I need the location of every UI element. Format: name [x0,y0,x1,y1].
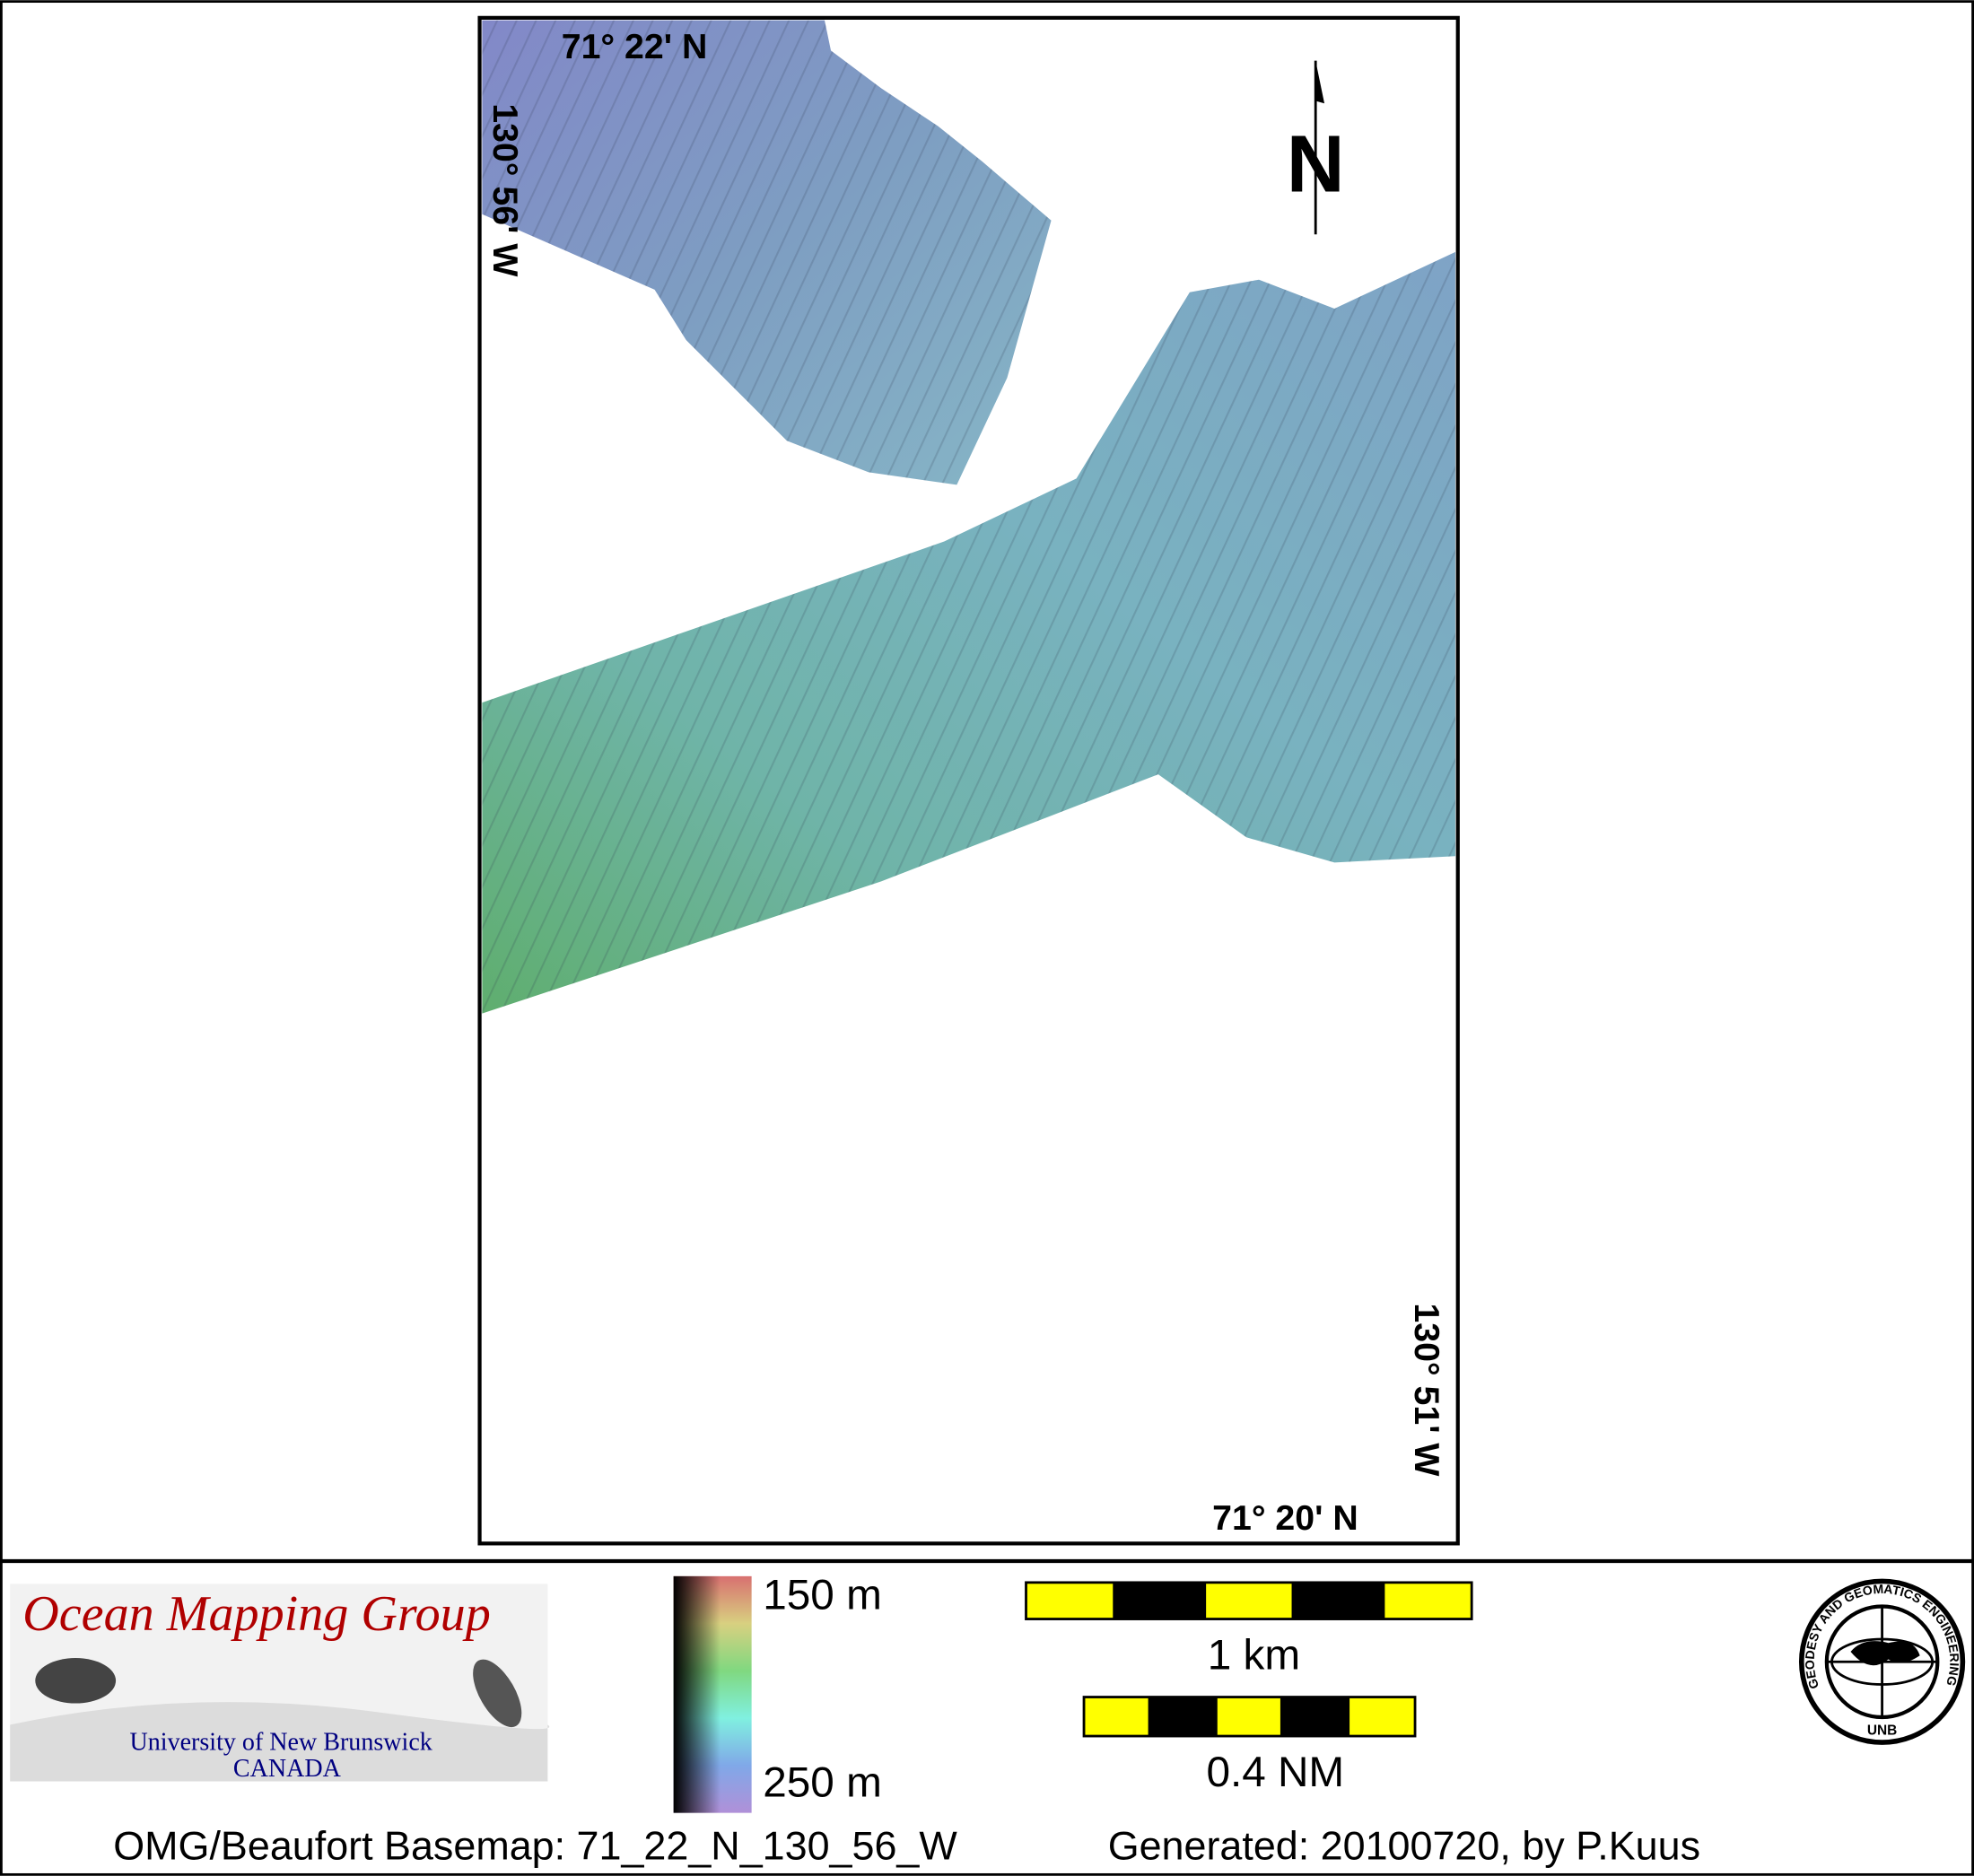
svg-text:1 km: 1 km [1208,1632,1300,1680]
footer-basemap: OMG/Beaufort Basemap: 71_22_N_130_56_W [113,1823,957,1869]
svg-text:0.4 NM: 0.4 NM [1206,1749,1344,1796]
svg-text:CANADA: CANADA [233,1755,342,1783]
label-top-latitude: 71° 22' N [562,27,708,66]
svg-text:N: N [1287,119,1345,209]
svg-text:Ocean Mapping Group: Ocean Mapping Group [22,1586,491,1642]
footer-generated: Generated: 20100720, by P.Kuus [1108,1823,1700,1869]
bathymetry-swath-upper-texture [482,20,1052,485]
map-frame[interactable]: 71° 22' N 130° 56' W 71° 20' N 130° 51' … [477,15,1460,1546]
ocean-mapping-group-logo: Ocean Mapping Group University of New Br… [10,1584,550,1783]
depth-colorbar: 150 m 250 m [673,1571,882,1813]
unb-geodesy-seal-logo: GEODESY AND GEOMATICS ENGINEERING UNB [1798,1578,1966,1745]
north-arrow-icon: N [1287,60,1345,235]
map-frame-border [477,15,1460,1546]
scale-bar-km: 1 km [1025,1581,1473,1680]
scale-bar-nm: 0.4 NM [1082,1696,1417,1796]
depth-label-top: 150 m [763,1571,882,1619]
label-left-longitude: 130° 56' W [485,103,525,277]
label-bottom-latitude: 71° 20' N [1212,1498,1358,1538]
bathymetry-swath-lower-texture [482,251,1455,1014]
svg-text:University of New Brunswick: University of New Brunswick [130,1728,433,1756]
label-right-longitude: 130° 51' W [1407,1303,1446,1477]
depth-label-bottom: 250 m [763,1758,882,1806]
svg-text:UNB: UNB [1867,1723,1897,1739]
